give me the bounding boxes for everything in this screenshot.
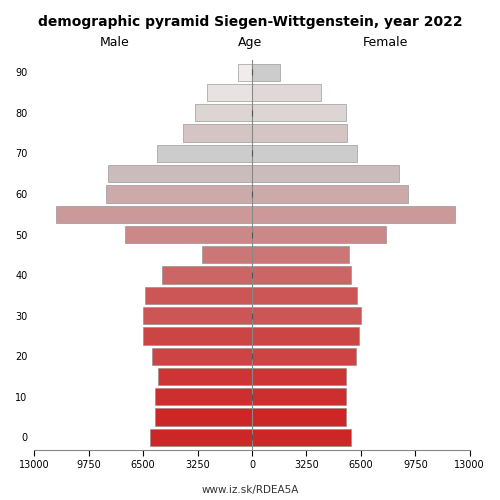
Bar (202, 246, 252, 264)
Bar (108, 165, 252, 182)
Bar (252, 246, 349, 264)
Bar (158, 368, 252, 385)
Text: Female: Female (362, 36, 408, 49)
Bar (252, 64, 280, 81)
Bar (252, 165, 400, 182)
Bar (207, 84, 252, 101)
Text: demographic pyramid Siegen-Wittgenstein, year 2022: demographic pyramid Siegen-Wittgenstein,… (38, 15, 463, 29)
Bar (252, 388, 346, 406)
Bar (106, 186, 252, 202)
Bar (124, 226, 252, 243)
Bar (252, 186, 408, 202)
Bar (143, 307, 252, 324)
Bar (152, 348, 252, 365)
Bar (252, 286, 358, 304)
Bar (252, 124, 348, 142)
Bar (252, 307, 361, 324)
Bar (252, 144, 358, 162)
Bar (252, 84, 320, 101)
Bar (252, 206, 454, 223)
Text: Age: Age (238, 36, 262, 49)
Bar (145, 286, 252, 304)
Bar (150, 429, 252, 446)
Bar (238, 64, 252, 81)
Bar (252, 408, 346, 426)
Bar (143, 328, 252, 344)
Bar (56, 206, 252, 223)
Bar (252, 104, 346, 122)
Bar (252, 368, 346, 385)
Text: www.iz.sk/RDEA5A: www.iz.sk/RDEA5A (202, 485, 298, 495)
Text: Male: Male (100, 36, 130, 49)
Bar (184, 124, 252, 142)
Bar (252, 266, 351, 283)
Bar (155, 388, 252, 406)
Bar (155, 408, 252, 426)
Bar (252, 226, 386, 243)
Bar (156, 144, 252, 162)
Bar (252, 348, 356, 365)
Bar (252, 429, 351, 446)
Bar (162, 266, 252, 283)
Bar (195, 104, 252, 122)
Bar (252, 328, 359, 344)
